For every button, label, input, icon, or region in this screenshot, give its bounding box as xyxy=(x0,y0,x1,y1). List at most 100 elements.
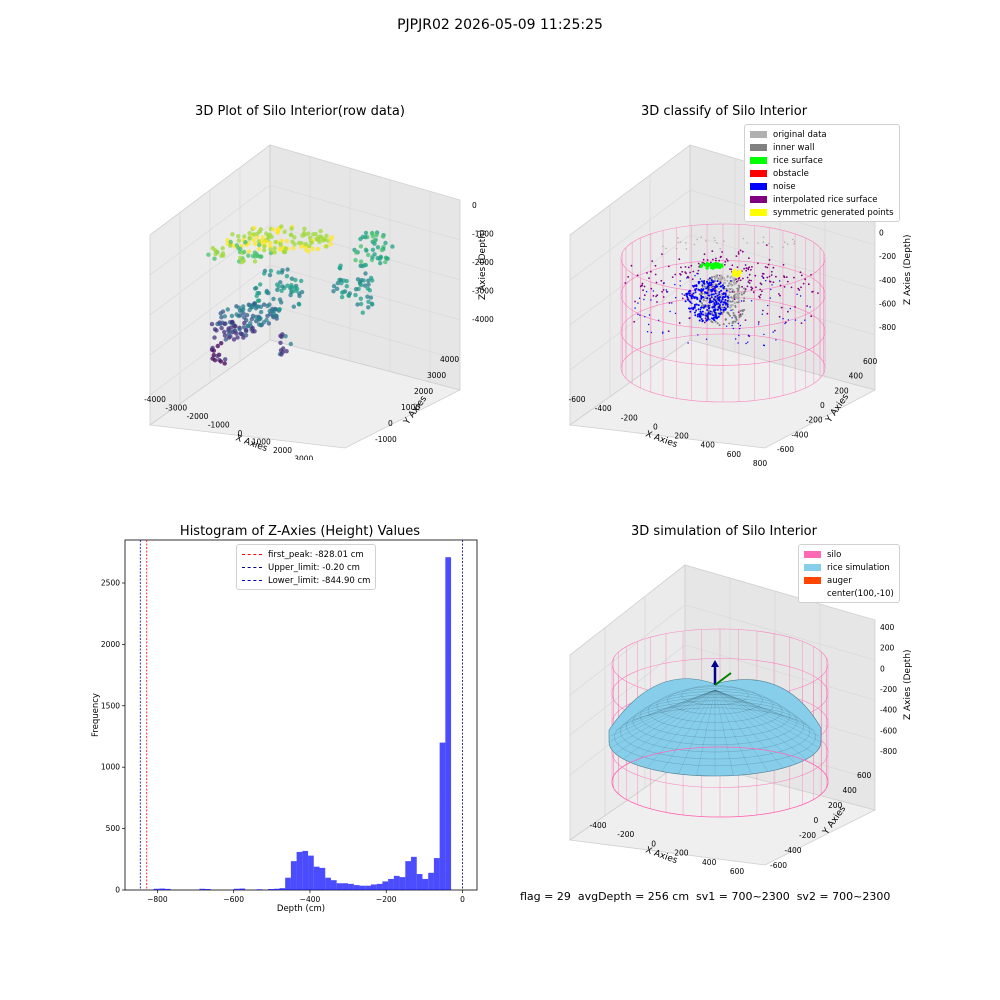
scatter-point xyxy=(366,305,371,310)
original-point xyxy=(720,278,723,281)
interpolated-point xyxy=(737,252,740,255)
scatter-point xyxy=(366,278,371,283)
interpolated-point xyxy=(752,291,755,294)
scatter-point xyxy=(374,233,379,238)
noise-point xyxy=(694,303,696,306)
inner-wall-point xyxy=(737,279,740,282)
noise-point xyxy=(700,318,703,320)
noise-point xyxy=(708,281,711,284)
noise-point xyxy=(739,324,742,327)
noise-point xyxy=(688,294,691,297)
original-point xyxy=(732,279,735,282)
inner-wall-point xyxy=(729,300,732,303)
noise-point xyxy=(787,319,790,321)
interpolated-point xyxy=(757,262,759,265)
interpolated-point xyxy=(775,275,777,278)
noise-point xyxy=(687,342,689,344)
scatter-point xyxy=(385,256,390,261)
panel3-legend-label: Lower_limit: -844.90 cm xyxy=(268,575,371,586)
interpolated-point xyxy=(674,273,677,276)
noise-point xyxy=(723,306,726,309)
histogram-bar xyxy=(165,888,171,890)
histogram-bar xyxy=(422,878,429,890)
noise-point xyxy=(718,305,720,308)
inner-wall-point xyxy=(737,301,740,304)
panel4-rice-surface xyxy=(608,678,822,777)
panel3-legend-swatch xyxy=(242,567,262,568)
noise-point xyxy=(706,314,709,317)
scatter-point xyxy=(218,359,224,364)
noise-point xyxy=(693,306,696,309)
rice-mesh-line xyxy=(696,689,716,776)
noise-point xyxy=(723,286,726,288)
scatter-point xyxy=(222,329,227,335)
noise-point xyxy=(695,303,698,306)
noise-point xyxy=(717,299,719,301)
scatter-point xyxy=(277,297,283,302)
interpolated-point xyxy=(780,306,783,309)
scatter-point xyxy=(239,308,244,313)
noise-point xyxy=(707,316,709,319)
histogram-bar xyxy=(365,885,371,890)
panel1-y-tick-label: 2000 xyxy=(414,387,433,396)
noise-point xyxy=(724,298,727,301)
scatter-point xyxy=(363,271,368,276)
scatter-point xyxy=(223,357,228,362)
original-point xyxy=(708,279,711,282)
original-point xyxy=(719,279,722,282)
panel4-x-tick-label: 200 xyxy=(674,849,689,858)
interpolated-point xyxy=(765,244,768,246)
panel2-legend-item: inner wall xyxy=(750,141,894,154)
noise-point xyxy=(697,304,700,307)
noise-point xyxy=(691,295,694,297)
noise-point xyxy=(772,331,774,333)
noise-point xyxy=(718,291,721,293)
scatter-point xyxy=(248,320,253,326)
noise-point xyxy=(716,317,718,320)
noise-point xyxy=(714,292,717,295)
histogram-bar xyxy=(416,874,423,890)
scatter-point xyxy=(290,289,295,294)
interpolated-point xyxy=(741,285,743,288)
noise-point xyxy=(694,284,697,287)
noise-point xyxy=(665,289,667,291)
scatter-point xyxy=(236,238,242,243)
interpolated-point xyxy=(624,282,627,284)
original-point xyxy=(714,239,716,242)
scatter-point xyxy=(245,324,250,329)
panel2-x-tick-label: 200 xyxy=(674,432,689,441)
noise-point xyxy=(717,302,720,305)
interpolated-point xyxy=(767,263,770,266)
inner-wall-point xyxy=(741,313,744,315)
scatter-point xyxy=(324,244,329,249)
scatter-point xyxy=(241,258,246,264)
noise-point xyxy=(696,298,699,301)
panel2-x-tick-label: -200 xyxy=(621,413,638,422)
scatter-point xyxy=(243,240,248,245)
panel2-legend-item: noise xyxy=(750,180,894,193)
scatter-point xyxy=(331,284,337,289)
scatter-point xyxy=(288,292,293,298)
scatter-point xyxy=(341,289,346,295)
interpolated-point xyxy=(745,267,748,270)
scatter-point xyxy=(219,315,224,320)
interpolated-point xyxy=(654,264,657,267)
interpolated-point xyxy=(697,262,700,265)
noise-point xyxy=(713,319,716,322)
interpolated-point xyxy=(661,290,663,293)
original-point xyxy=(732,288,735,291)
scatter-point xyxy=(263,239,269,244)
panel2-legend-swatch xyxy=(750,196,767,203)
symmetric-point xyxy=(735,274,739,278)
noise-point xyxy=(726,299,729,302)
panel3-plot: −800 −600 −400 −200 0 0 500 1000 1500 2000 2500 D… xyxy=(91,539,478,914)
interpolated-point xyxy=(703,253,706,256)
noise-point xyxy=(737,322,739,325)
noise-point xyxy=(722,287,725,290)
scatter-point xyxy=(260,235,265,240)
noise-point xyxy=(711,317,713,320)
inner-wall-point xyxy=(729,314,731,317)
interpolated-point xyxy=(747,267,749,269)
panel2-y-tick-label: -600 xyxy=(777,445,794,454)
